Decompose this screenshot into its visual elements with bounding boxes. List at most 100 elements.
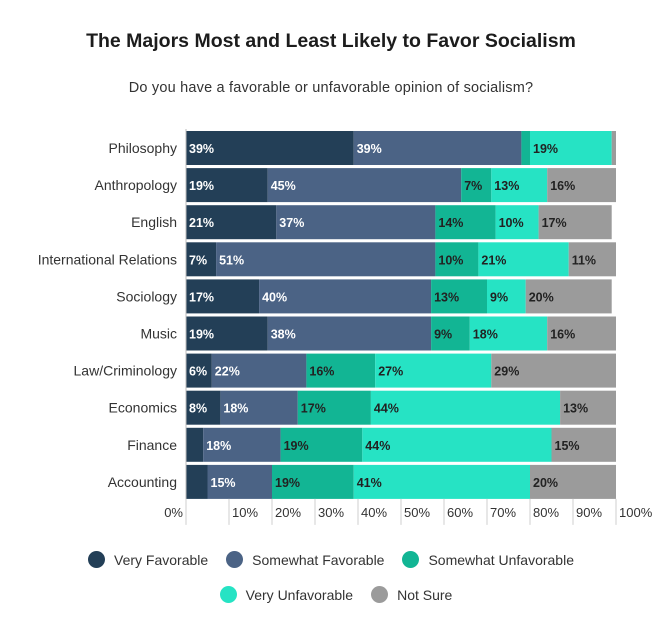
data-label: 9%: [434, 328, 452, 342]
legend-row-1: Very Favorable Somewhat Favorable Somewhat…: [0, 551, 662, 568]
data-label: 14%: [438, 216, 463, 230]
data-label: 19%: [284, 439, 309, 453]
category-label: Law/Criminology: [74, 363, 177, 379]
data-label: 7%: [464, 179, 482, 193]
data-label: 41%: [357, 476, 382, 490]
category-label: Anthropology: [94, 177, 177, 193]
bar-segment: [435, 205, 496, 240]
data-label: 10%: [499, 216, 524, 230]
bar-segment: [431, 279, 487, 314]
data-label: 19%: [189, 328, 214, 342]
bar-segment: [186, 205, 277, 240]
data-label: 38%: [271, 328, 296, 342]
bar-segment: [267, 168, 462, 203]
category-label: Music: [140, 326, 177, 342]
data-label: 51%: [219, 253, 244, 267]
bar-segment: [362, 427, 552, 462]
bar-segment: [259, 279, 432, 314]
legend-label: Very Favorable: [114, 551, 209, 568]
category-labels: Philosophy Anthropology English Internation…: [38, 140, 178, 490]
category-label: Finance: [127, 437, 177, 453]
data-label: 8%: [189, 402, 207, 416]
stacked-bar-chart: 39% 39% 19% 19% 45% 7% 13% 16% 21% 37% 14% 10% 17% 7%…: [38, 129, 653, 525]
tick-label: 70%: [490, 505, 516, 520]
bar-segment: [280, 427, 363, 462]
bar-segment: [551, 427, 616, 462]
data-label: 16%: [309, 365, 334, 379]
category-label: English: [131, 214, 177, 230]
data-label: 39%: [189, 142, 214, 156]
data-label: 17%: [189, 290, 214, 304]
tick-label: 90%: [576, 505, 602, 520]
data-label: 13%: [563, 402, 588, 416]
data-label: 16%: [550, 328, 575, 342]
bar-segment: [525, 279, 612, 314]
data-label: 19%: [189, 179, 214, 193]
data-label: 17%: [301, 402, 326, 416]
bar-segment: [538, 205, 612, 240]
bar-segment: [560, 390, 616, 425]
data-label: 18%: [473, 328, 498, 342]
bar-segment: [495, 205, 539, 240]
category-label: Accounting: [108, 474, 177, 490]
tick-label: 50%: [404, 505, 430, 520]
bar-segment: [186, 427, 204, 462]
bar-segment: [353, 131, 522, 165]
data-label: 16%: [550, 179, 575, 193]
bar-segment: [530, 131, 612, 165]
bar-segment: [435, 242, 479, 277]
data-label: 9%: [490, 290, 508, 304]
data-label: 20%: [529, 290, 554, 304]
tick-label: 20%: [275, 505, 301, 520]
legend-swatch: [88, 551, 105, 568]
legend-swatch: [371, 586, 389, 603]
legend-item: Very Favorable: [88, 551, 208, 568]
data-label: 19%: [275, 476, 300, 490]
chart-subtitle: Do you have a favorable or unfavorable o…: [128, 80, 534, 96]
bar-segment: [370, 390, 561, 425]
category-label: Philosophy: [109, 140, 178, 156]
bar-segment: [216, 242, 436, 277]
bar-segment: [186, 279, 260, 314]
data-label: 13%: [494, 179, 519, 193]
data-label: 39%: [357, 142, 382, 156]
bar-segment: [487, 279, 526, 314]
chart-title: The Majors Most and Least Likely to Favo…: [86, 30, 576, 52]
bar-segment: [267, 316, 432, 351]
category-label: International Relations: [38, 251, 177, 267]
bar-segment: [186, 390, 221, 425]
category-label: Sociology: [116, 288, 177, 304]
data-label: 17%: [542, 216, 567, 230]
data-label: 6%: [189, 365, 207, 379]
bar-segment: [186, 168, 268, 203]
bar-segment: [186, 464, 208, 499]
tick-label: 100%: [619, 505, 653, 520]
legend-item: Not Sure: [371, 586, 452, 603]
bar-segment: [469, 316, 548, 351]
bar-segment: [431, 316, 470, 351]
bar-segment: [568, 242, 616, 277]
legend-label: Somewhat Unfavorable: [428, 551, 574, 568]
data-label: 22%: [215, 365, 240, 379]
data-label: 13%: [434, 290, 459, 304]
tick-label: 30%: [318, 505, 344, 520]
data-label: 21%: [189, 216, 214, 230]
x-axis-ticks: 0% 10% 20% 30% 40% 50% 60% 70% 80% 90% 100%: [164, 129, 653, 525]
data-label: 15%: [211, 476, 236, 490]
bar-segment: [220, 390, 298, 425]
bar-segment: [203, 427, 281, 462]
tick-label: 60%: [447, 505, 473, 520]
bar-segment: [211, 353, 307, 388]
bar-segment: [186, 353, 212, 388]
data-label: 21%: [481, 253, 506, 267]
legend-swatch: [219, 586, 237, 603]
bar-segment: [306, 353, 376, 388]
legend-label: Very Unfavorable: [245, 586, 354, 603]
data-label: 11%: [572, 253, 596, 267]
data-label: 44%: [374, 402, 399, 416]
data-label: 27%: [378, 365, 403, 379]
bar-segment: [353, 464, 530, 499]
bar-segment: [186, 131, 354, 165]
data-label: 40%: [262, 290, 287, 304]
bar-segment: [491, 168, 548, 203]
